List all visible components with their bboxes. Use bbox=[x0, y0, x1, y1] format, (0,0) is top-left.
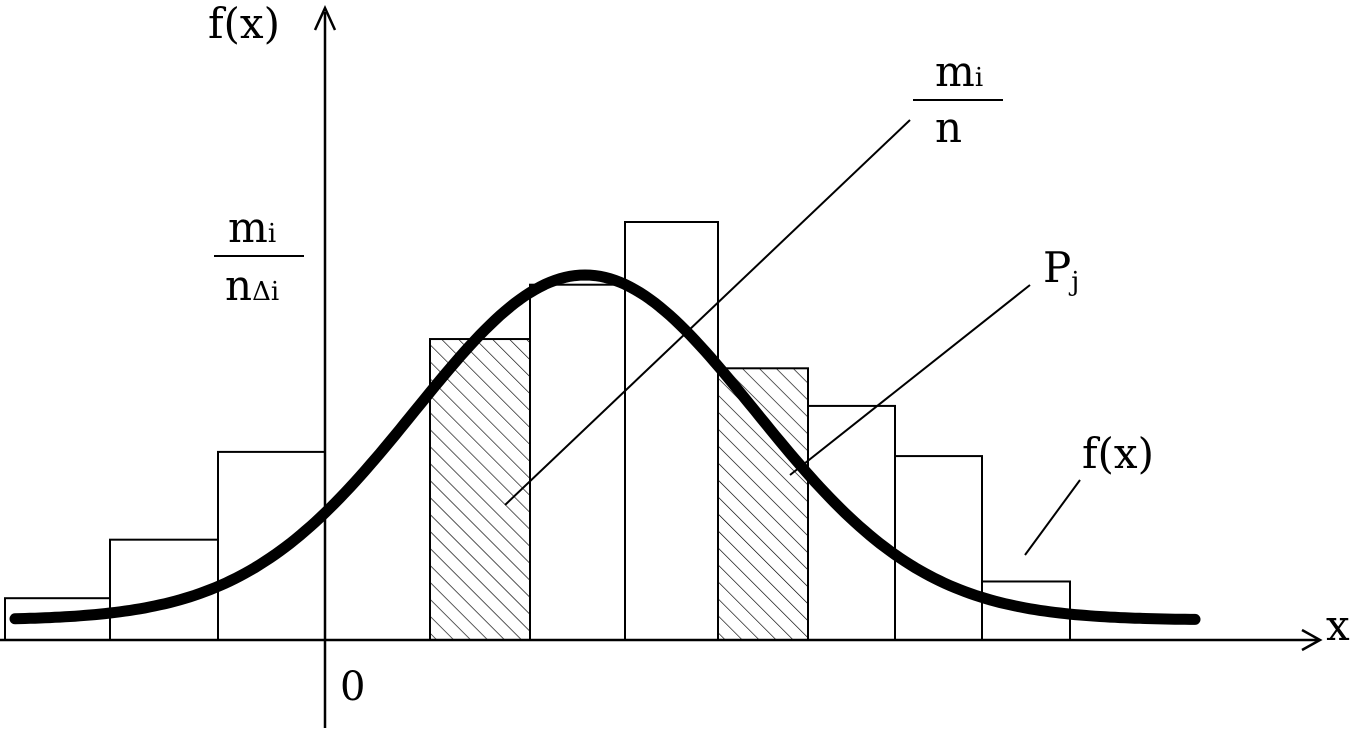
histogram-bar bbox=[624, 221, 719, 641]
relative-frequency-label: mi n bbox=[913, 47, 1003, 152]
x-axis-label: x bbox=[1326, 601, 1350, 650]
curve-label: f(x) bbox=[1082, 429, 1154, 478]
histogram-bar bbox=[894, 455, 983, 641]
x-axis-arrow bbox=[1301, 628, 1323, 652]
histogram-bar bbox=[529, 283, 626, 641]
density-curve bbox=[9, 269, 1201, 625]
curve-label-leader bbox=[1024, 479, 1081, 556]
svg-text:mi: mi bbox=[935, 47, 983, 96]
histogram-bar bbox=[217, 450, 326, 641]
relative-frequency-numerator: m bbox=[935, 47, 975, 96]
svg-text:nΔi: nΔi bbox=[225, 261, 279, 310]
probability-leader bbox=[789, 284, 1031, 476]
relative-frequency-leader bbox=[504, 119, 911, 506]
relative-frequency-numerator-sub: i bbox=[975, 63, 983, 93]
y-axis-arrow bbox=[313, 4, 337, 31]
probability-label: Pj bbox=[1043, 243, 1079, 297]
density-denominator: n bbox=[225, 261, 252, 310]
density-numerator: m bbox=[228, 203, 268, 252]
histogram-bar bbox=[807, 404, 896, 642]
svg-text:mi: mi bbox=[228, 203, 276, 252]
density-label: mi nΔi bbox=[214, 203, 304, 310]
y-axis-label: f(x) bbox=[208, 0, 280, 48]
relative-frequency-denominator: n bbox=[935, 103, 962, 152]
histogram-bar-hatched bbox=[717, 367, 809, 641]
probability-sub: j bbox=[1068, 267, 1079, 297]
histogram-bar-hatched bbox=[429, 338, 531, 641]
density-denominator-sub: Δi bbox=[252, 277, 279, 307]
density-numerator-sub: i bbox=[268, 219, 276, 249]
probability-main: P bbox=[1043, 243, 1071, 292]
origin-label: 0 bbox=[340, 664, 365, 710]
